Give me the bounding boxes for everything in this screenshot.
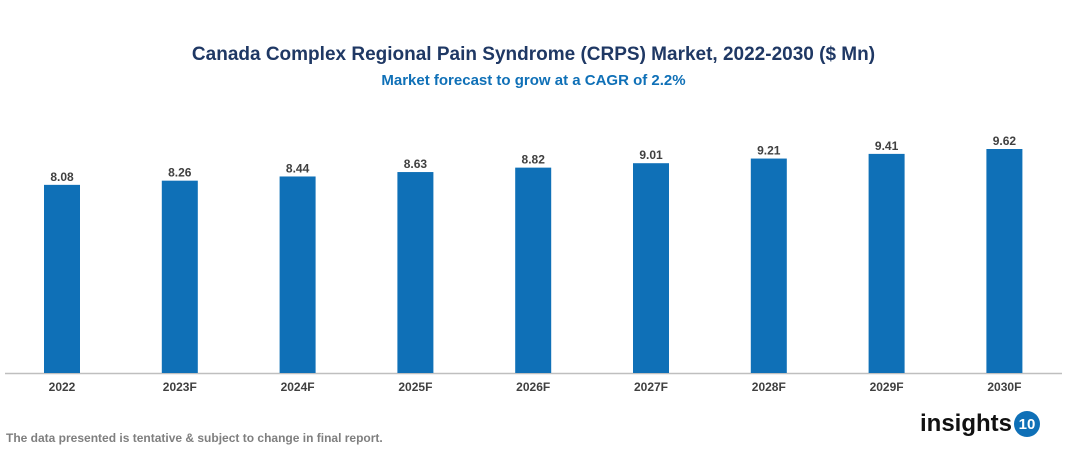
x-tick-label: 2022: [49, 380, 76, 394]
insights10-logo: insights 10: [920, 410, 1041, 438]
x-tick-label: 2026F: [516, 380, 550, 394]
data-label: 9.21: [757, 144, 781, 158]
bar-2025F: [397, 172, 434, 373]
x-tick-label: 2024F: [281, 380, 315, 394]
bar-2030F: [986, 149, 1023, 373]
x-tick-label: 2030F: [987, 380, 1021, 394]
data-label: 9.62: [993, 134, 1017, 148]
data-label: 8.63: [404, 157, 428, 171]
chart-title: Canada Complex Regional Pain Syndrome (C…: [191, 44, 876, 65]
x-tick-label: 2028F: [752, 380, 786, 394]
bar-2024F: [279, 176, 316, 373]
logo-number: 10: [1014, 411, 1041, 437]
bar-2023F: [161, 180, 198, 373]
data-label: 8.44: [286, 161, 310, 175]
data-label: 8.82: [522, 153, 546, 167]
x-tick-label: 2029F: [870, 380, 904, 394]
logo-text: insights: [920, 410, 1013, 437]
data-label: 9.01: [639, 148, 663, 162]
chart-subtitle: Market forecast to grow at a CAGR of 2.2…: [381, 72, 686, 89]
bar-2027F: [633, 163, 669, 373]
bar-2026F: [515, 167, 552, 373]
bar-chart: 8.08 2022 8.26 2023F 8.44 2024F 8.63 2025F 8.82 2…: [5, 134, 1062, 394]
x-tick-label: 2025F: [398, 380, 432, 394]
data-label: 9.41: [875, 139, 899, 153]
bar-2022: [44, 184, 80, 373]
data-label: 8.08: [50, 170, 74, 184]
data-label: 8.26: [168, 166, 192, 180]
bar-2029F: [868, 153, 905, 373]
bar-2028F: [750, 158, 787, 373]
x-tick-label: 2027F: [634, 380, 668, 394]
disclaimer-note: The data presented is tentative & subjec…: [6, 431, 383, 445]
x-tick-label: 2023F: [163, 380, 197, 394]
